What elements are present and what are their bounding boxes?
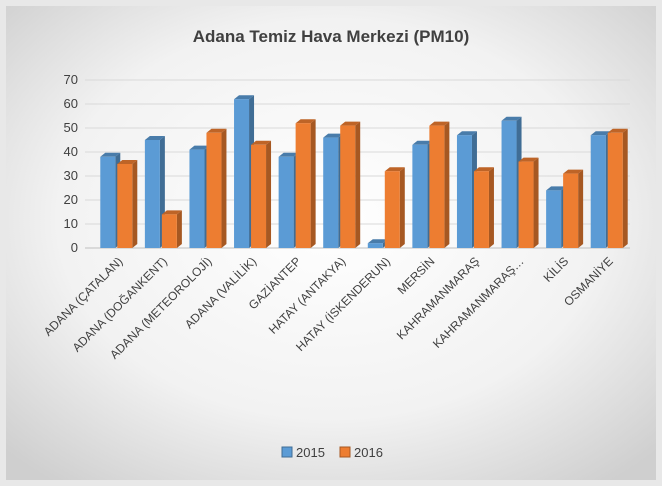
- bar-front: [189, 149, 205, 248]
- bar-front: [384, 171, 400, 248]
- bar-front: [429, 125, 445, 248]
- bar-top: [384, 167, 405, 172]
- bar-top: [473, 167, 494, 172]
- y-tick-label: 30: [64, 168, 78, 183]
- bar: [429, 121, 450, 248]
- bar-top: [367, 239, 388, 244]
- bar: [117, 160, 138, 248]
- bar-top: [456, 131, 477, 136]
- bar-front: [295, 123, 311, 248]
- bar-top: [117, 160, 138, 164]
- bar-front: [367, 243, 383, 248]
- bar-front: [518, 161, 534, 248]
- bar-top: [278, 152, 299, 157]
- bar-top: [206, 128, 227, 133]
- bar-front: [144, 140, 160, 248]
- bar-top: [429, 121, 450, 126]
- bar-top: [189, 145, 210, 150]
- bar: [251, 140, 272, 248]
- bar-front: [456, 135, 472, 248]
- bar-front: [234, 99, 250, 248]
- bar-top: [563, 169, 584, 174]
- bar-side: [488, 167, 494, 248]
- legend-label: 2015: [296, 445, 325, 460]
- bar-front: [563, 173, 579, 248]
- bar-top: [546, 186, 567, 191]
- y-tick-label: 40: [64, 144, 78, 159]
- legend-swatch: [281, 446, 293, 458]
- bar-front: [206, 132, 222, 248]
- bar-top: [234, 95, 255, 100]
- y-tick-label: 0: [71, 240, 78, 255]
- bar-side: [355, 121, 361, 248]
- bar-front: [473, 171, 489, 248]
- y-tick-label: 60: [64, 96, 78, 111]
- bar-front: [278, 156, 294, 248]
- bar-front: [607, 132, 623, 248]
- bar-side: [578, 169, 584, 248]
- bar-front: [590, 135, 606, 248]
- bar-top: [251, 140, 272, 145]
- bar: [518, 157, 539, 248]
- y-tick-label: 50: [64, 120, 78, 135]
- bar-side: [399, 167, 405, 248]
- bar: [607, 128, 628, 248]
- bar-top: [100, 152, 121, 157]
- bar-side: [622, 128, 628, 248]
- bar-top: [607, 128, 628, 133]
- y-tick-label: 20: [64, 192, 78, 207]
- bar-front: [546, 190, 562, 248]
- bar-top: [161, 210, 182, 215]
- bar-front: [161, 214, 177, 248]
- bar-top: [518, 157, 539, 162]
- y-tick-label: 10: [64, 216, 78, 231]
- bar-top: [590, 131, 611, 136]
- bar-front: [501, 120, 517, 248]
- bar-side: [444, 121, 450, 248]
- bar-top: [501, 116, 522, 121]
- bar-top: [323, 133, 344, 138]
- bar-side: [310, 119, 316, 248]
- bar-front: [412, 144, 428, 248]
- bar-side: [132, 160, 138, 248]
- bar-top: [295, 119, 316, 124]
- bar: [340, 121, 361, 248]
- bar-front: [323, 137, 339, 248]
- bar: [206, 128, 227, 248]
- bar-side: [176, 210, 182, 248]
- y-tick-label: 70: [64, 72, 78, 87]
- legend-label: 2016: [354, 445, 383, 460]
- bar-top: [412, 140, 433, 145]
- bar-front: [117, 164, 133, 248]
- bar-side: [266, 140, 272, 248]
- bar: [473, 167, 494, 248]
- chart-title: Adana Temiz Hava Merkezi (PM10): [193, 27, 470, 46]
- bar: [563, 169, 584, 248]
- bar-front: [340, 125, 356, 248]
- bar: [295, 119, 316, 248]
- bar-top: [144, 136, 165, 140]
- bar-front: [251, 144, 267, 248]
- bar: [384, 167, 405, 248]
- bar-side: [533, 157, 539, 248]
- bar: [161, 210, 182, 248]
- bar: [144, 136, 165, 248]
- bar-top: [340, 121, 361, 126]
- bar-front: [100, 156, 116, 248]
- legend-swatch: [339, 446, 351, 458]
- bar-side: [221, 128, 227, 248]
